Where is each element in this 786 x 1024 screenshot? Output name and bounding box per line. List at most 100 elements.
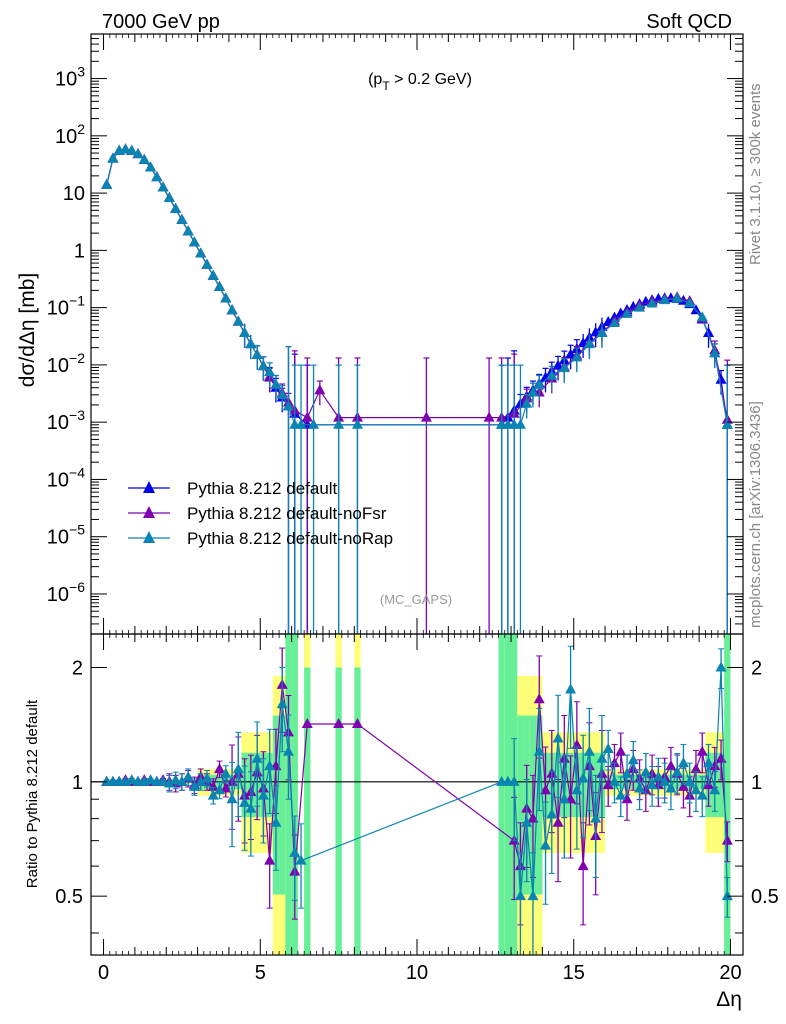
ratio-point <box>126 774 138 785</box>
main-panel: 10−6 10−5 10−4 10−3 10−2 10−1 1 10 102 103 dσ/dΔη… <box>16 33 744 635</box>
legend-entry-default: Pythia 8.212 default <box>128 479 338 498</box>
ratio-point <box>659 775 671 786</box>
main-point <box>107 152 119 163</box>
ratio-point <box>301 717 313 728</box>
ratio-point <box>220 767 232 778</box>
ratio-plot-area <box>91 634 743 955</box>
ratio-point <box>677 780 689 791</box>
main-point <box>565 348 577 359</box>
main-ytick-label: 10 <box>63 183 85 205</box>
ratio-point <box>289 846 301 857</box>
main-point <box>659 294 671 305</box>
main-point <box>176 213 188 224</box>
ratio-point <box>565 683 577 694</box>
main-plot-area <box>101 143 733 634</box>
main-point <box>703 327 715 338</box>
main-point <box>308 418 320 429</box>
ratio-band-inner <box>517 715 524 895</box>
ratio-point <box>684 775 696 786</box>
ratio-point <box>351 717 363 728</box>
main-point <box>314 384 326 395</box>
ratio-panel: 0.5 0.51 12 20 5 10 15 20 Ratio to Pythia 8.212… <box>24 633 779 1011</box>
main-point <box>157 181 169 192</box>
main-point <box>715 373 727 384</box>
ratio-axes: 0.5 0.51 12 20 5 10 15 20 <box>55 633 779 984</box>
main-point <box>571 351 583 362</box>
x-tick-label: 15 <box>563 962 585 984</box>
ratio-point <box>182 770 194 781</box>
main-point <box>671 292 683 303</box>
ratio-point <box>239 796 251 807</box>
main-ytick-label: 10−1 <box>47 293 85 320</box>
ratio-band-inner <box>717 752 725 818</box>
ratio-point <box>333 717 345 728</box>
main-point <box>119 143 131 154</box>
main-point <box>621 307 633 318</box>
ratio-point <box>690 784 702 795</box>
ratio-point <box>295 854 307 865</box>
main-point <box>101 178 113 189</box>
ratio-point <box>646 779 658 790</box>
main-series-line <box>106 148 728 426</box>
ratio-ytick-label-right: 0.5 <box>751 886 779 908</box>
ratio-point <box>514 890 526 901</box>
ratio-point <box>577 860 589 871</box>
legend-label-nofsr: Pythia 8.212 default-noFsr <box>187 504 387 523</box>
ratio-point <box>508 775 520 786</box>
ratio-point <box>552 816 564 827</box>
main-point <box>351 418 363 429</box>
process-label: Soft QCD <box>646 11 732 33</box>
main-point <box>646 297 658 308</box>
main-ytick-label: 10−5 <box>47 522 85 549</box>
ratio-point <box>201 772 213 783</box>
ratio-point <box>621 793 633 804</box>
analysis-tag: (MC_GAPS) <box>380 592 452 607</box>
ratio-band-inner <box>724 634 731 955</box>
main-point <box>527 386 539 397</box>
main-point <box>301 411 313 422</box>
main-point <box>126 144 138 155</box>
x-tick-label: 10 <box>406 962 428 984</box>
main-point <box>684 297 696 308</box>
main-point <box>239 327 251 338</box>
ratio-ytick-label-right: 2 <box>751 657 762 679</box>
main-point <box>596 327 608 338</box>
energy-label: 7000 GeV pp <box>102 11 220 33</box>
ratio-point <box>264 760 276 771</box>
main-ytick-label: 1 <box>74 240 85 262</box>
main-point <box>138 153 150 164</box>
x-tick-label: 0 <box>98 962 109 984</box>
main-point <box>264 366 276 377</box>
main-series-2 <box>101 143 733 634</box>
ratio-point <box>608 775 620 786</box>
ratio-band-inner <box>304 667 311 955</box>
main-point <box>201 258 213 269</box>
ratio-point <box>715 661 727 672</box>
main-series-1 <box>101 143 733 634</box>
ratio-point <box>634 782 646 793</box>
ratio-point <box>602 779 614 790</box>
ratio-band-inner <box>335 667 342 955</box>
ratio-point <box>282 745 294 756</box>
main-point <box>721 418 733 429</box>
ratio-point <box>677 757 689 768</box>
ratio-point <box>558 793 570 804</box>
ratio-ytick-label: 2 <box>72 657 83 679</box>
ratio-point <box>220 782 232 793</box>
main-point <box>634 301 646 312</box>
ratio-point <box>521 816 533 827</box>
main-point <box>420 411 432 422</box>
main-point <box>151 171 163 182</box>
ratio-point <box>690 763 702 774</box>
legend-entry-norap: Pythia 8.212 default-noRap <box>128 529 393 548</box>
ratio-point <box>251 752 263 763</box>
main-point <box>257 360 269 371</box>
main-point <box>608 316 620 327</box>
ratio-point <box>176 775 188 786</box>
main-point <box>182 225 194 236</box>
ratio-point <box>721 834 733 845</box>
ratio-point <box>245 802 257 813</box>
ratio-band-inner <box>291 634 298 955</box>
main-point <box>514 418 526 429</box>
